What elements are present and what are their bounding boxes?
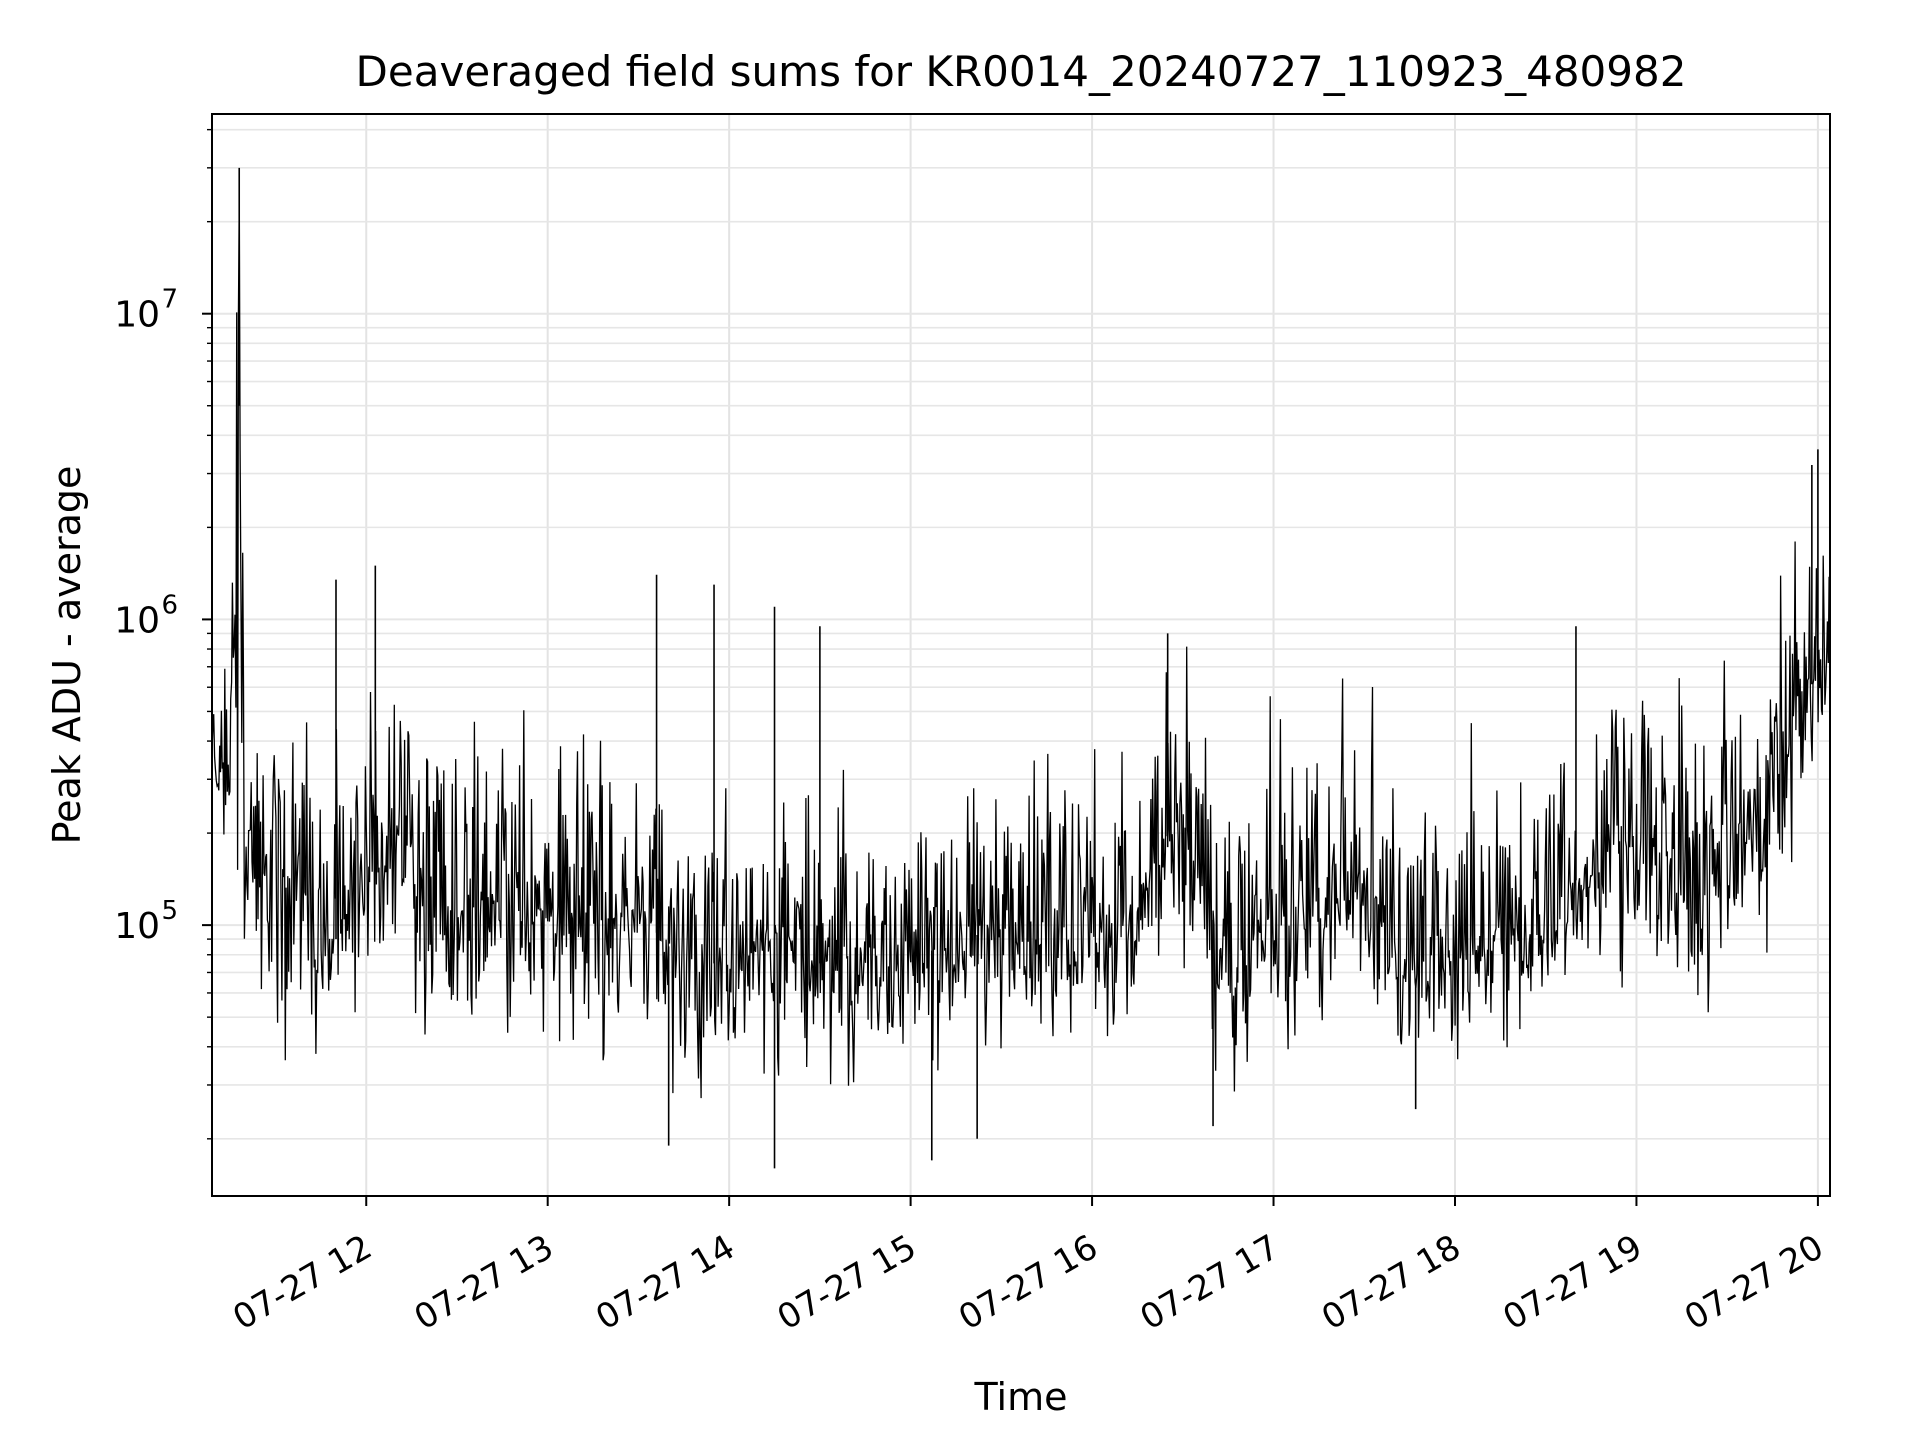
y-tick-label: 10	[114, 600, 160, 641]
series-layer	[211, 167, 1831, 1169]
y-tick-exponent: 5	[161, 896, 178, 926]
y-tick-label: 10	[114, 906, 160, 947]
series-line	[211, 202, 1831, 1099]
y-tick-exponent: 6	[161, 590, 178, 620]
y-tick-exponent: 7	[161, 285, 178, 315]
grid	[212, 114, 1830, 1196]
axes-frame	[211, 113, 1831, 1197]
y-axis-label: Peak ADU - average	[45, 466, 89, 845]
y-tick-label: 10	[114, 295, 160, 336]
x-axis-label: Time	[974, 1375, 1068, 1419]
chart-title: Deaveraged field sums for KR0014_2024072…	[356, 47, 1687, 96]
